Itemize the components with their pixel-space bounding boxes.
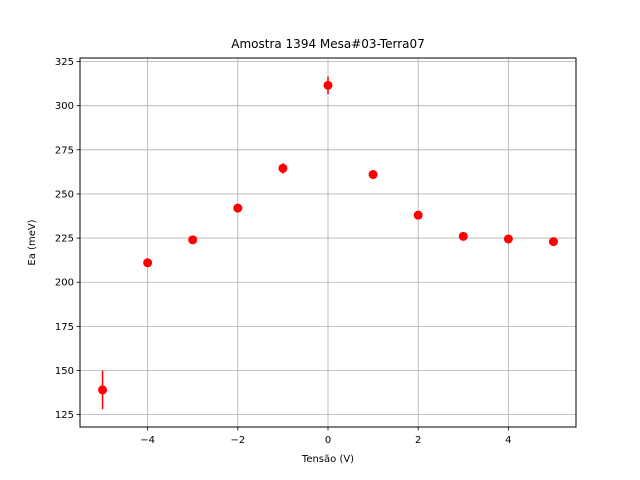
y-tick-label: 250: [55, 189, 74, 200]
y-axis-ticks: 125 150 175 200 225 250 275 300 325: [55, 57, 80, 421]
data-point: [323, 80, 333, 90]
data-point: [548, 237, 558, 247]
data-points: [98, 80, 558, 395]
data-point: [413, 210, 423, 220]
x-axis-label: Tensão (V): [301, 454, 354, 465]
x-tick-label: −2: [230, 435, 245, 446]
data-point: [98, 385, 108, 395]
data-point: [503, 234, 513, 244]
y-tick-label: 150: [55, 366, 74, 377]
data-point: [278, 163, 288, 173]
y-tick-label: 175: [55, 322, 74, 333]
y-tick-label: 225: [55, 234, 74, 245]
x-tick-label: 0: [325, 435, 331, 446]
y-tick-label: 125: [55, 410, 74, 421]
y-axis-label: Ea (meV): [27, 219, 38, 265]
data-point: [233, 203, 243, 213]
y-tick-label: 275: [55, 145, 74, 156]
data-point: [143, 258, 153, 268]
chart-title: Amostra 1394 Mesa#03-Terra07: [231, 37, 425, 51]
x-axis-ticks: −4 −2 0 2 4: [140, 427, 512, 446]
y-tick-label: 200: [55, 278, 74, 289]
data-point: [368, 170, 378, 180]
data-point: [458, 231, 468, 241]
y-tick-label: 325: [55, 57, 74, 68]
x-tick-label: 4: [505, 435, 511, 446]
data-point: [188, 235, 198, 245]
y-tick-label: 300: [55, 101, 74, 112]
x-tick-label: 2: [415, 435, 421, 446]
x-tick-label: −4: [140, 435, 155, 446]
